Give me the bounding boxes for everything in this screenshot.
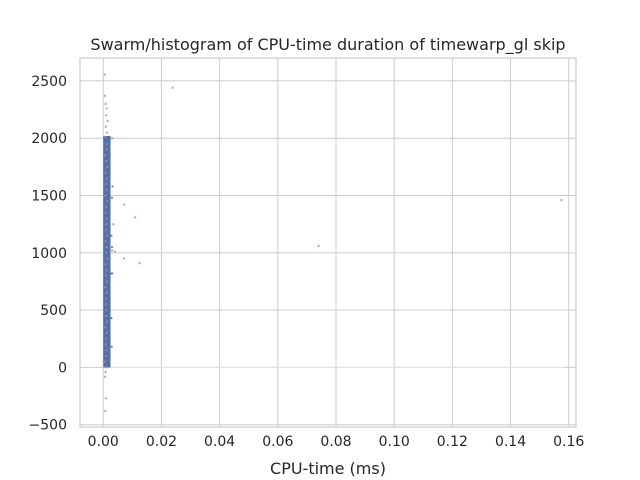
scatter-point xyxy=(104,171,107,174)
y-tick-label: 1000 xyxy=(31,246,67,262)
scatter-point xyxy=(105,280,109,283)
scatter-point xyxy=(105,251,108,254)
scatter-point xyxy=(105,188,108,191)
scatter-point xyxy=(103,375,107,378)
scatter-point xyxy=(105,223,108,226)
scatter-point xyxy=(560,198,563,202)
x-tick-label: 0.12 xyxy=(437,434,468,450)
scatter-point xyxy=(112,223,115,226)
scatter-point xyxy=(104,182,107,186)
scatter-point xyxy=(110,249,114,252)
scatter-point xyxy=(105,297,108,300)
scatter-point xyxy=(104,211,107,214)
scatter-point xyxy=(105,114,108,117)
scatter-point xyxy=(105,131,108,134)
scatter-point xyxy=(104,135,107,139)
scatter-point xyxy=(104,343,107,346)
scatter-point xyxy=(103,154,107,157)
scatter-point xyxy=(111,272,114,275)
x-axis-label: CPU-time (ms) xyxy=(270,459,386,478)
scatter-point xyxy=(104,125,107,128)
scatter-point xyxy=(103,94,107,97)
x-tick-label: 0.06 xyxy=(262,434,293,450)
scatter-point xyxy=(105,320,109,323)
y-tick-label: 500 xyxy=(40,303,67,319)
scatter-point xyxy=(105,268,108,272)
scatter-point xyxy=(134,216,137,219)
scatter-point xyxy=(105,142,108,146)
scatter-point xyxy=(103,73,106,76)
scatter-point xyxy=(123,203,126,206)
swarm-points xyxy=(103,73,563,413)
scatter-point xyxy=(105,234,109,237)
scatter-point xyxy=(104,228,107,231)
scatter-point xyxy=(110,137,114,140)
scatter-point xyxy=(103,360,107,363)
scatter-point xyxy=(104,263,107,266)
scatter-point xyxy=(105,331,108,335)
scatter-point xyxy=(110,245,114,249)
plot-area xyxy=(80,58,576,427)
scatter-point xyxy=(105,291,108,295)
scatter-point xyxy=(104,240,107,243)
scatter-point xyxy=(123,257,126,260)
scatter-point xyxy=(104,286,107,289)
scatter-point xyxy=(171,86,174,89)
scatter-point xyxy=(106,165,109,168)
scatter-point xyxy=(105,148,109,151)
scatter-point xyxy=(317,244,320,248)
scatter-point xyxy=(104,370,107,374)
histogram-bar xyxy=(103,135,111,368)
x-tick-label: 0.02 xyxy=(146,434,177,450)
histogram xyxy=(103,135,565,369)
scatter-point xyxy=(104,303,107,306)
scatter-point xyxy=(104,326,107,329)
scatter-point xyxy=(104,274,107,277)
x-tick-label: 0.04 xyxy=(204,434,235,450)
x-tick-labels: 0.00 0.02 0.04 0.06 0.08 0.10 0.12 0.14 0.16 xyxy=(88,434,585,450)
y-tick-label: 2500 xyxy=(31,74,67,90)
scatter-point xyxy=(105,217,108,220)
scatter-point xyxy=(105,349,108,352)
scatter-point xyxy=(113,250,117,253)
y-tick-label: 1500 xyxy=(31,189,67,205)
scatter-point xyxy=(110,317,113,320)
scatter-point xyxy=(105,309,108,312)
scatter-point xyxy=(106,257,109,260)
scatter-point xyxy=(105,337,108,340)
scatter-point xyxy=(104,397,107,400)
y-tick-label: 2000 xyxy=(31,131,67,147)
scatter-point xyxy=(104,409,107,413)
y-tick-labels: −500 0 500 1000 1500 2000 2500 xyxy=(29,74,67,434)
scatter-point xyxy=(110,234,113,237)
scatter-point xyxy=(104,354,107,358)
x-tick-label: 0.14 xyxy=(495,434,526,450)
y-tick-label: 0 xyxy=(58,360,67,376)
scatter-point xyxy=(104,102,107,105)
scatter-point xyxy=(105,160,108,163)
plot-frame xyxy=(79,57,577,428)
scatter-point xyxy=(105,245,108,249)
scatter-point xyxy=(105,366,108,369)
scatter-point xyxy=(110,196,114,199)
scatter-point xyxy=(138,262,141,265)
y-tick-label: −500 xyxy=(29,418,67,434)
scatter-point xyxy=(105,107,108,110)
scatter-point xyxy=(111,185,114,188)
scatter-point xyxy=(105,200,109,203)
scatter-point xyxy=(104,314,107,317)
x-tick-label: 0.08 xyxy=(320,434,351,450)
x-tick-label: 0.10 xyxy=(379,434,410,450)
chart-title: Swarm/histogram of CPU-time duration of … xyxy=(90,35,565,55)
scatter-point xyxy=(104,194,107,197)
scatter-point xyxy=(106,119,109,123)
scatter-point xyxy=(110,345,113,348)
x-tick-label: 0.00 xyxy=(88,434,119,450)
x-tick-label: 0.16 xyxy=(553,434,584,450)
scatter-point xyxy=(105,177,108,180)
scatter-point xyxy=(105,205,108,209)
